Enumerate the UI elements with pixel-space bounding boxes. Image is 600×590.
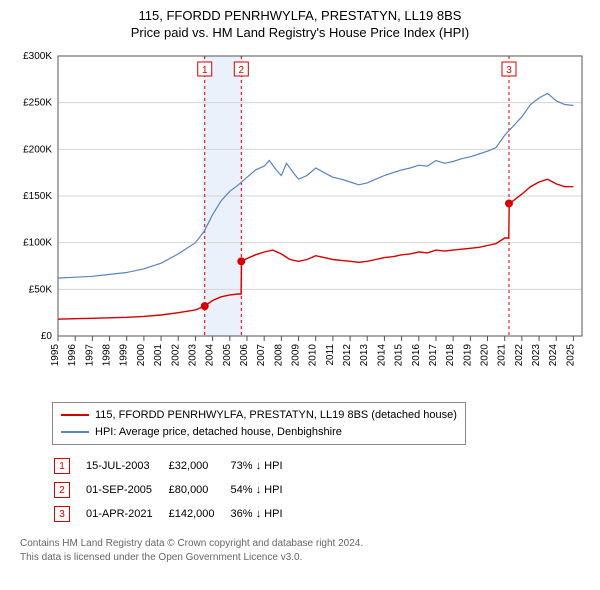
chart-area: £0 £50K £100K £150K £200K £250K £300K 1995 1996 1…: [12, 46, 588, 396]
events-table: 1 15-JUL-2003£32,00073% ↓ HPI 2 01-SEP-2005…: [52, 453, 299, 527]
event-num-cell: 1: [54, 455, 84, 477]
svg-text:2020: 2020: [480, 344, 491, 367]
svg-text:£250K: £250K: [23, 98, 52, 109]
event-row: 2 01-SEP-2005£80,00054% ↓ HPI: [54, 479, 297, 501]
svg-text:2021: 2021: [497, 344, 508, 367]
svg-text:2023: 2023: [531, 344, 542, 367]
svg-text:2009: 2009: [291, 344, 302, 367]
svg-text:2017: 2017: [428, 344, 439, 367]
svg-text:2003: 2003: [187, 344, 198, 367]
legend-label: 115, FFORDD PENRHWYLFA, PRESTATYN, LL19 …: [95, 407, 457, 424]
svg-text:1996: 1996: [67, 344, 78, 367]
svg-text:2024: 2024: [548, 344, 559, 367]
svg-text:1: 1: [202, 65, 208, 76]
legend-swatch: [61, 414, 89, 416]
event-date: 01-SEP-2005: [86, 479, 167, 501]
svg-text:£0: £0: [41, 331, 53, 342]
svg-text:1997: 1997: [84, 344, 95, 367]
chart-container: 115, FFORDD PENRHWYLFA, PRESTATYN, LL19 …: [0, 0, 600, 573]
event-num-cell: 2: [54, 479, 84, 501]
event-row: 3 01-APR-2021£142,00036% ↓ HPI: [54, 503, 297, 525]
event-row: 1 15-JUL-2003£32,00073% ↓ HPI: [54, 455, 297, 477]
legend: 115, FFORDD PENRHWYLFA, PRESTATYN, LL19 …: [52, 402, 466, 445]
svg-text:2022: 2022: [514, 344, 525, 367]
svg-text:2010: 2010: [308, 344, 319, 367]
svg-text:2011: 2011: [325, 344, 336, 366]
footer-line2: This data is licensed under the Open Gov…: [20, 551, 588, 565]
legend-label: HPI: Average price, detached house, Denb…: [95, 424, 342, 441]
line-chart-svg: £0 £50K £100K £150K £200K £250K £300K 1995 1996 1…: [12, 46, 588, 396]
event-delta: 73% ↓ HPI: [231, 455, 297, 477]
event-number-box: 1: [54, 458, 70, 474]
svg-text:£100K: £100K: [23, 238, 52, 249]
legend-item: HPI: Average price, detached house, Denb…: [61, 424, 457, 441]
svg-text:£150K: £150K: [23, 191, 52, 202]
legend-swatch: [61, 431, 89, 433]
svg-text:2005: 2005: [222, 344, 233, 367]
svg-text:2015: 2015: [394, 344, 405, 367]
svg-text:£50K: £50K: [29, 284, 53, 295]
svg-text:2019: 2019: [462, 344, 473, 367]
svg-text:2000: 2000: [136, 344, 147, 367]
svg-text:£300K: £300K: [23, 51, 52, 62]
title-address: 115, FFORDD PENRHWYLFA, PRESTATYN, LL19 …: [12, 8, 588, 23]
svg-text:2016: 2016: [411, 344, 422, 367]
footer-line1: Contains HM Land Registry data © Crown c…: [20, 537, 588, 551]
event-num-cell: 3: [54, 503, 84, 525]
svg-text:£200K: £200K: [23, 144, 52, 155]
event-delta: 54% ↓ HPI: [231, 479, 297, 501]
event-price: £80,000: [169, 479, 229, 501]
svg-text:2014: 2014: [376, 344, 387, 367]
svg-text:1998: 1998: [102, 344, 113, 367]
svg-text:1999: 1999: [119, 344, 130, 367]
svg-text:2013: 2013: [359, 344, 370, 367]
svg-text:2002: 2002: [170, 344, 181, 367]
legend-item: 115, FFORDD PENRHWYLFA, PRESTATYN, LL19 …: [61, 407, 457, 424]
footer-attribution: Contains HM Land Registry data © Crown c…: [20, 537, 588, 565]
title-subtitle: Price paid vs. HM Land Registry's House …: [12, 25, 588, 40]
svg-text:2012: 2012: [342, 344, 353, 367]
svg-text:1995: 1995: [50, 344, 61, 367]
event-number-box: 2: [54, 482, 70, 498]
svg-text:2025: 2025: [565, 344, 576, 367]
svg-text:2006: 2006: [239, 344, 250, 367]
svg-text:2007: 2007: [256, 344, 267, 367]
event-delta: 36% ↓ HPI: [231, 503, 297, 525]
event-number-box: 3: [54, 506, 70, 522]
event-date: 15-JUL-2003: [86, 455, 167, 477]
svg-text:3: 3: [506, 65, 512, 76]
svg-text:2018: 2018: [445, 344, 456, 367]
event-price: £32,000: [169, 455, 229, 477]
title-block: 115, FFORDD PENRHWYLFA, PRESTATYN, LL19 …: [12, 8, 588, 40]
svg-text:2: 2: [239, 65, 245, 76]
svg-text:2004: 2004: [205, 344, 216, 367]
event-date: 01-APR-2021: [86, 503, 167, 525]
event-price: £142,000: [169, 503, 229, 525]
svg-text:2001: 2001: [153, 344, 164, 367]
svg-text:2008: 2008: [273, 344, 284, 367]
